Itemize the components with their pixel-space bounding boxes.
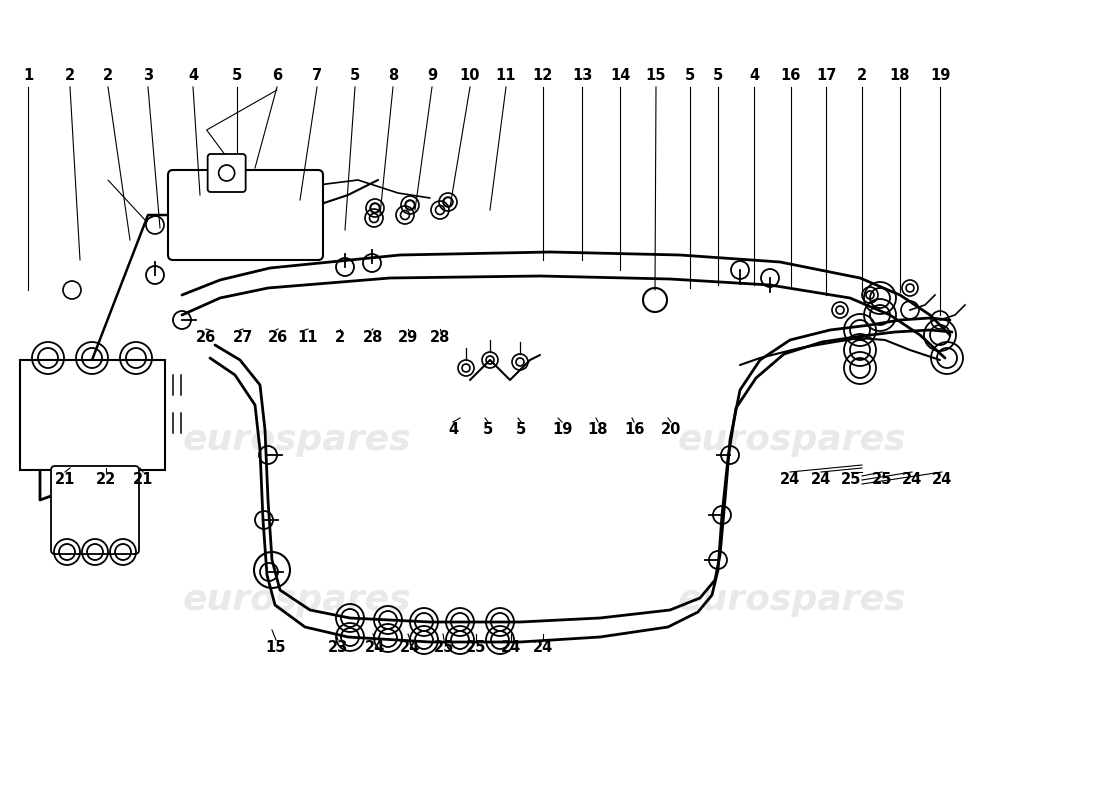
Text: 5: 5 bbox=[483, 422, 493, 438]
Text: 24: 24 bbox=[932, 473, 953, 487]
Text: 1: 1 bbox=[23, 67, 33, 82]
FancyBboxPatch shape bbox=[208, 154, 245, 192]
Text: 6: 6 bbox=[272, 67, 282, 82]
Text: 26: 26 bbox=[196, 330, 216, 345]
Text: 20: 20 bbox=[661, 422, 681, 438]
Text: 16: 16 bbox=[624, 422, 645, 438]
FancyBboxPatch shape bbox=[51, 466, 139, 554]
Text: eurospares: eurospares bbox=[183, 583, 411, 617]
Text: 14: 14 bbox=[609, 67, 630, 82]
Text: 21: 21 bbox=[133, 473, 153, 487]
Text: 2: 2 bbox=[103, 67, 113, 82]
Text: 28: 28 bbox=[363, 330, 383, 345]
Text: 12: 12 bbox=[532, 67, 553, 82]
Text: 25: 25 bbox=[872, 473, 892, 487]
Text: 4: 4 bbox=[749, 67, 759, 82]
Text: 19: 19 bbox=[930, 67, 950, 82]
Text: 22: 22 bbox=[96, 473, 117, 487]
Text: 4: 4 bbox=[448, 422, 458, 438]
Text: 24: 24 bbox=[780, 473, 800, 487]
Text: 13: 13 bbox=[572, 67, 592, 82]
Text: 25: 25 bbox=[840, 473, 861, 487]
Text: eurospares: eurospares bbox=[183, 423, 411, 457]
Text: 24: 24 bbox=[365, 641, 385, 655]
Text: 4: 4 bbox=[188, 67, 198, 82]
Text: 3: 3 bbox=[143, 67, 153, 82]
Text: 15: 15 bbox=[266, 641, 286, 655]
Text: 24: 24 bbox=[902, 473, 922, 487]
Text: 5: 5 bbox=[350, 67, 360, 82]
Text: 24: 24 bbox=[532, 641, 553, 655]
Text: 7: 7 bbox=[312, 67, 322, 82]
FancyBboxPatch shape bbox=[20, 360, 165, 470]
Text: 2: 2 bbox=[65, 67, 75, 82]
Text: 19: 19 bbox=[552, 422, 572, 438]
Text: 18: 18 bbox=[587, 422, 608, 438]
Text: 21: 21 bbox=[55, 473, 75, 487]
Text: 26: 26 bbox=[268, 330, 288, 345]
Text: 25: 25 bbox=[433, 641, 454, 655]
Text: 18: 18 bbox=[890, 67, 911, 82]
Text: eurospares: eurospares bbox=[678, 423, 906, 457]
Text: 24: 24 bbox=[811, 473, 832, 487]
Text: 5: 5 bbox=[713, 67, 723, 82]
Text: 2: 2 bbox=[857, 67, 867, 82]
Text: 16: 16 bbox=[781, 67, 801, 82]
Text: 8: 8 bbox=[388, 67, 398, 82]
Text: 29: 29 bbox=[398, 330, 418, 345]
Text: 11: 11 bbox=[496, 67, 516, 82]
Text: 15: 15 bbox=[646, 67, 667, 82]
Text: 28: 28 bbox=[430, 330, 450, 345]
Text: 10: 10 bbox=[460, 67, 481, 82]
Text: 5: 5 bbox=[685, 67, 695, 82]
Text: 5: 5 bbox=[232, 67, 242, 82]
Text: 17: 17 bbox=[816, 67, 836, 82]
Text: 24: 24 bbox=[400, 641, 420, 655]
Text: 9: 9 bbox=[427, 67, 437, 82]
FancyBboxPatch shape bbox=[168, 170, 323, 260]
Text: 25: 25 bbox=[465, 641, 486, 655]
Text: 11: 11 bbox=[298, 330, 318, 345]
Text: eurospares: eurospares bbox=[678, 583, 906, 617]
Text: 24: 24 bbox=[500, 641, 521, 655]
Text: 2: 2 bbox=[334, 330, 345, 345]
Text: 5: 5 bbox=[516, 422, 526, 438]
Text: 23: 23 bbox=[328, 641, 348, 655]
Text: 27: 27 bbox=[233, 330, 253, 345]
